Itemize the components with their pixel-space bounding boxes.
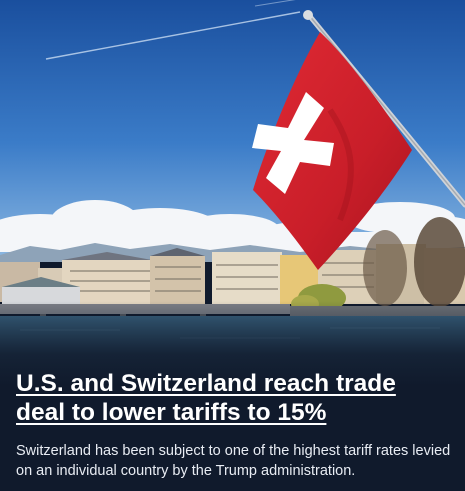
contrail [45,11,301,60]
headline-link[interactable]: U.S. and Switzerland reach trade deal to… [16,370,396,426]
caption-gradient [0,301,465,491]
article-text: U.S. and Switzerland reach trade deal to… [16,369,451,481]
article-summary: Switzerland has been subject to one of t… [16,443,451,479]
swiss-flag [252,32,412,270]
